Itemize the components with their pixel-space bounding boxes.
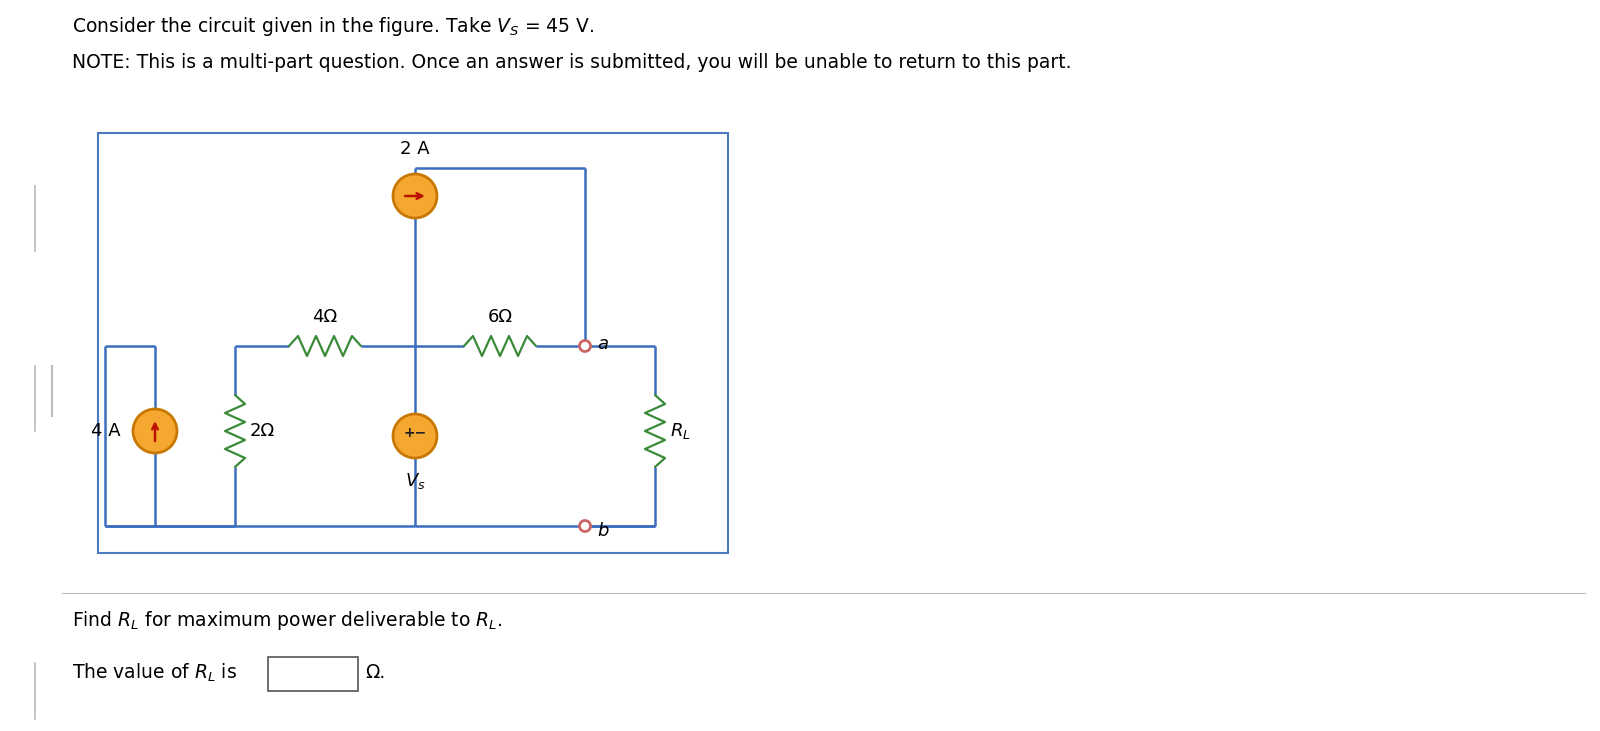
Text: a: a <box>597 335 608 353</box>
Text: 6Ω: 6Ω <box>488 308 512 326</box>
Text: Ω.: Ω. <box>365 664 386 683</box>
Text: 4Ω: 4Ω <box>312 308 338 326</box>
FancyBboxPatch shape <box>269 657 358 691</box>
Text: b: b <box>597 522 608 540</box>
Text: +−: +− <box>403 426 427 440</box>
Text: Consider the circuit given in the figure. Take $V_S$ = 45 V.: Consider the circuit given in the figure… <box>72 15 595 37</box>
Text: NOTE: This is a multi-part question. Once an answer is submitted, you will be un: NOTE: This is a multi-part question. Onc… <box>72 53 1072 72</box>
Text: The value of $R_L$ is: The value of $R_L$ is <box>72 662 237 684</box>
Text: 4 A: 4 A <box>91 422 122 440</box>
Text: $R_L$: $R_L$ <box>670 421 691 441</box>
Circle shape <box>133 409 178 453</box>
Circle shape <box>394 414 437 458</box>
Circle shape <box>579 341 590 352</box>
Text: $V_s$: $V_s$ <box>405 471 426 491</box>
Circle shape <box>394 174 437 218</box>
Text: 2 A: 2 A <box>400 140 430 158</box>
Circle shape <box>579 520 590 531</box>
Text: 2Ω: 2Ω <box>250 422 275 440</box>
FancyBboxPatch shape <box>98 133 728 553</box>
Text: Find $R_L$ for maximum power deliverable to $R_L$.: Find $R_L$ for maximum power deliverable… <box>72 610 502 632</box>
